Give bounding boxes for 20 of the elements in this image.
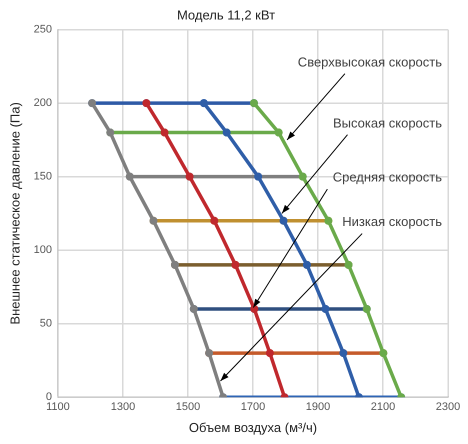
- x-tick-label: 1300: [110, 400, 136, 413]
- annotation: Средняя скорость: [332, 170, 442, 185]
- y-axis-title: Внешнее статическое давление (Па): [7, 102, 22, 325]
- x-axis-title: Объем воздуха (м³/ч): [188, 420, 318, 435]
- x-tick-label: 1500: [176, 400, 200, 413]
- annotation: Высокая скорость: [333, 115, 442, 130]
- y-tick-label: 100: [34, 244, 52, 256]
- y-tick-label: 150: [34, 170, 52, 183]
- chart-title: Модель 11,2 кВт: [176, 7, 276, 22]
- x-tick-label: 1900: [306, 400, 330, 413]
- y-tick-label: 50: [40, 318, 52, 330]
- y-tick-label: 0: [46, 391, 52, 404]
- x-tick-label: 2100: [370, 400, 396, 413]
- annotation: Низкая скорость: [342, 214, 442, 230]
- x-tick-label: 2300: [436, 400, 460, 413]
- x-tick-label: 1700: [240, 400, 266, 413]
- annotation: Сверхвысокая скорость: [298, 54, 442, 70]
- y-tick-label: 250: [34, 24, 52, 36]
- y-tick-label: 200: [34, 97, 52, 110]
- x-tick-label: 1100: [46, 400, 70, 413]
